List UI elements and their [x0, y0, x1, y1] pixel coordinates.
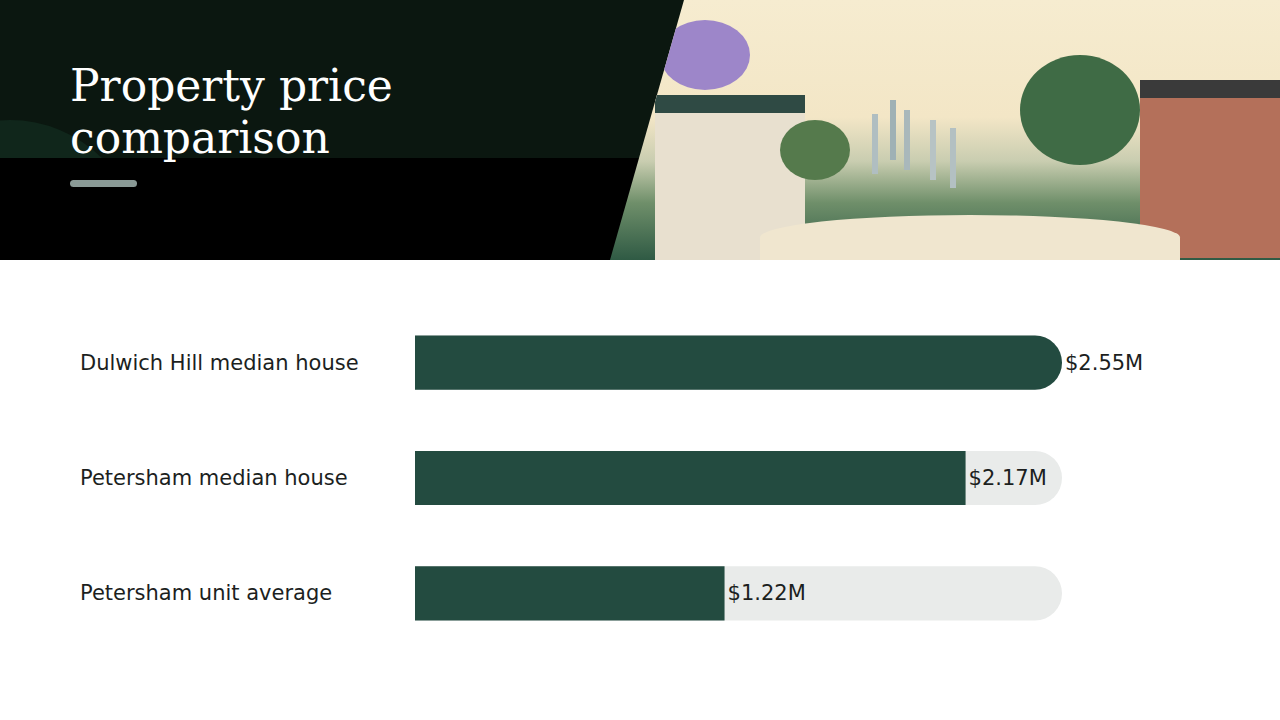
svg-text:$2.17M: $2.17M [969, 466, 1047, 490]
svg-text:$2.55M: $2.55M [1065, 351, 1143, 375]
svg-text:Dulwich Hill median house: Dulwich Hill median house [80, 351, 359, 375]
svg-text:$1.22M: $1.22M [728, 581, 806, 605]
svg-text:Petersham median house: Petersham median house [80, 466, 348, 490]
svg-text:Petersham unit average: Petersham unit average [80, 581, 332, 605]
html-text:Property price comparison: Property price comparison [70, 60, 393, 163]
